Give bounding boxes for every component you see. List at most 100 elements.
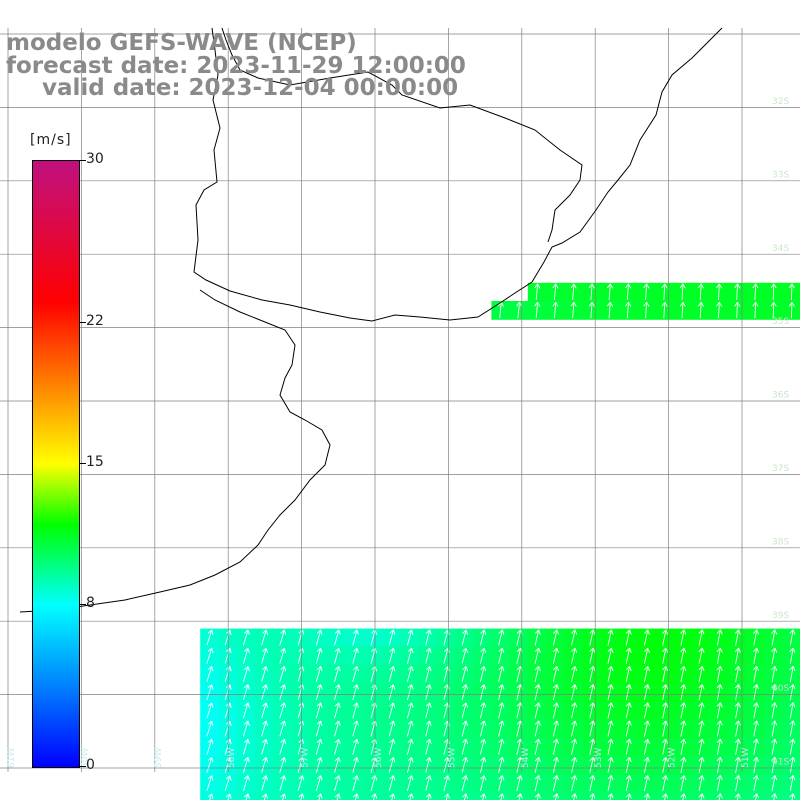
wind-arrow-icon xyxy=(334,629,341,646)
wind-speed-cell xyxy=(509,792,529,800)
colorbar-tick-label: 15 xyxy=(86,454,104,470)
wind-arrow-icon xyxy=(261,720,269,737)
wind-speed-cell xyxy=(236,792,256,800)
wind-arrow-icon xyxy=(734,775,741,792)
wind-arrow-icon xyxy=(625,647,632,664)
wind-speed-cell xyxy=(309,792,329,800)
wind-arrow-icon xyxy=(662,684,669,701)
wind-arrow-icon xyxy=(643,775,650,792)
colorbar-tick-label: 0 xyxy=(86,757,95,773)
wind-arrow-icon xyxy=(534,793,541,800)
wind-arrow-icon xyxy=(206,757,214,773)
latitude-label: 38S xyxy=(772,537,789,547)
wind-arrow-icon xyxy=(388,738,396,755)
wind-arrow-icon xyxy=(279,629,287,646)
wind-arrow-icon xyxy=(571,738,578,755)
wind-arrow-icon xyxy=(261,684,269,701)
wind-arrow-icon xyxy=(534,684,541,701)
wind-arrow-icon xyxy=(498,647,505,664)
wind-arrow-icon xyxy=(589,775,596,792)
wind-arrow-icon xyxy=(753,647,760,664)
wind-arrow-icon xyxy=(279,666,287,682)
wind-arrow-icon xyxy=(789,738,796,755)
wind-arrow-icon xyxy=(552,684,560,701)
colorbar-tick-label: 22 xyxy=(86,312,104,329)
wind-arrow-icon xyxy=(607,665,614,682)
title-forecast-date: forecast date: 2023-11-29 12:00:00 xyxy=(6,53,466,79)
wind-arrow-icon xyxy=(352,720,359,737)
wind-arrow-icon xyxy=(716,665,723,683)
wind-arrow-icon xyxy=(680,647,687,664)
wind-arrow-icon xyxy=(443,775,450,792)
wind-arrow-icon xyxy=(261,629,269,646)
wind-arrow-icon xyxy=(698,756,705,773)
wind-arrow-icon xyxy=(771,720,778,737)
wind-arrow-icon xyxy=(698,647,705,664)
wind-speed-cell xyxy=(764,792,784,800)
wind-arrow-icon xyxy=(242,684,250,701)
wind-arrow-icon xyxy=(625,665,632,682)
wind-arrow-icon xyxy=(425,757,432,773)
wind-arrow-icon xyxy=(571,684,578,701)
wind-arrow-icon xyxy=(388,720,396,737)
wind-arrow-icon xyxy=(279,684,287,701)
wind-speed-cell xyxy=(455,792,474,800)
wind-arrow-icon xyxy=(498,684,505,701)
wind-arrow-icon xyxy=(789,756,796,774)
colorbar-tick-mark xyxy=(79,321,86,323)
wind-arrow-icon xyxy=(498,665,505,683)
wind-arrow-icon xyxy=(334,738,341,755)
wind-arrow-icon xyxy=(552,665,560,683)
wind-arrow-icon xyxy=(570,301,577,319)
wind-arrow-icon xyxy=(698,702,705,719)
wind-arrow-icon xyxy=(334,684,341,701)
wind-arrow-icon xyxy=(589,720,596,737)
wind-arrow-icon xyxy=(734,720,741,737)
wind-arrow-icon xyxy=(716,720,723,737)
wind-arrow-icon xyxy=(680,702,687,719)
wind-arrow-icon xyxy=(643,756,650,773)
latitude-label: 34S xyxy=(772,244,789,254)
wind-vector-arrows xyxy=(206,283,796,800)
wind-arrow-icon xyxy=(625,775,632,792)
wind-speed-cell xyxy=(291,792,310,800)
title-model: modelo GEFS-WAVE (NCEP) xyxy=(6,30,357,56)
wind-speed-cell xyxy=(382,792,401,800)
latitude-label: 32S xyxy=(772,97,789,107)
wind-arrow-icon xyxy=(571,665,578,683)
wind-arrow-icon xyxy=(461,684,469,701)
wind-arrow-icon xyxy=(534,665,541,683)
wind-arrow-icon xyxy=(425,738,432,755)
wind-arrow-icon xyxy=(662,647,669,664)
wind-arrow-icon xyxy=(534,629,541,646)
wind-arrow-icon xyxy=(643,684,650,701)
wind-arrow-icon xyxy=(662,775,669,792)
wind-arrow-icon xyxy=(315,738,323,755)
wind-arrow-icon xyxy=(625,684,632,701)
wind-arrow-icon xyxy=(716,702,723,719)
latitude-label: 33S xyxy=(772,170,789,180)
longitude-label: 54W xyxy=(521,748,531,768)
wind-arrow-icon xyxy=(771,629,778,646)
wind-arrow-icon xyxy=(461,775,469,792)
wind-arrow-icon xyxy=(643,720,650,737)
wind-arrow-icon xyxy=(315,757,323,773)
wind-arrow-icon xyxy=(498,738,505,755)
wind-arrow-icon xyxy=(224,775,232,792)
wind-arrow-icon xyxy=(389,793,396,800)
colorbar xyxy=(32,160,80,768)
wind-arrow-icon xyxy=(734,665,741,683)
longitude-label: 57W xyxy=(301,748,311,768)
wind-arrow-icon xyxy=(425,720,432,737)
river-plate-north-shore xyxy=(19,289,331,613)
wind-arrow-icon xyxy=(406,702,414,719)
wind-arrow-icon xyxy=(788,301,795,319)
wind-arrow-icon xyxy=(643,301,650,319)
wind-arrow-icon xyxy=(425,647,432,664)
wind-arrow-icon xyxy=(607,647,614,664)
wind-arrow-icon xyxy=(242,702,250,719)
wind-arrow-icon xyxy=(225,793,232,800)
wind-arrow-icon xyxy=(643,793,650,800)
colorbar-tick-mark xyxy=(79,766,86,767)
